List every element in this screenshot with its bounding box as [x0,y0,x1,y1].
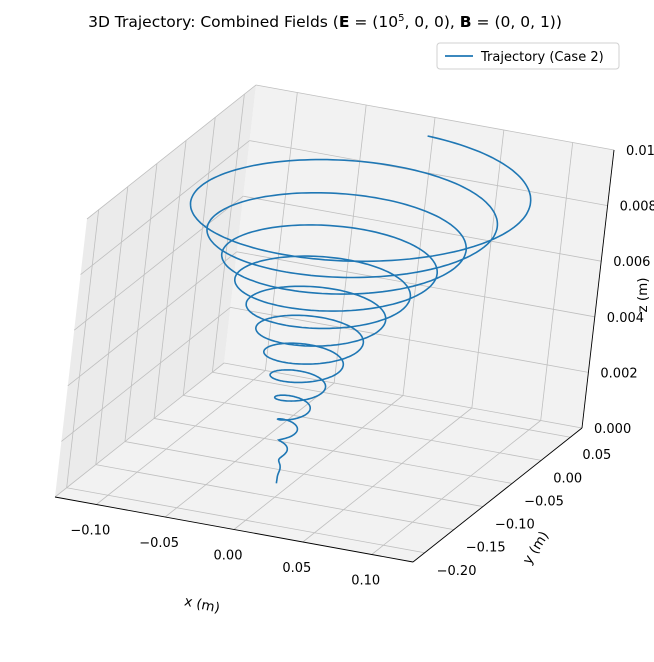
z-tick-labels: 0.000 0.002 0.004 0.006 0.008 0.010 [594,144,654,437]
grid-line-y [124,441,484,507]
grid-line-y [153,418,513,484]
grid-line-z [255,84,615,151]
grid-line-z [67,251,238,387]
grid-lines [54,84,615,555]
grid-line-y [124,163,158,442]
x-tick-label: −0.05 [139,536,179,551]
z-tick-label: 0.004 [607,311,644,326]
z-tick-label: 0.008 [620,200,654,215]
legend-label: Trajectory (Case 2) [480,50,604,65]
grid-line-z [243,195,602,262]
y-axis-line [412,427,583,563]
grid-line-z [230,307,589,373]
grid-line-x [471,129,505,409]
y-tick-label: 0.00 [553,471,582,486]
grid-line-x [96,370,266,505]
grid-line-y [66,487,425,554]
y-tick-label: −0.20 [437,564,477,579]
axes [54,149,615,563]
y-tick-label: 0.05 [582,448,611,463]
left-pane [55,85,256,497]
x-tick-label: 0.00 [214,549,243,564]
y-axis-label: y (m) [520,529,553,568]
grid-line-x [371,420,541,555]
grid-line-y [95,186,129,465]
grid-line-y [211,94,245,373]
grid-line-y [182,117,216,396]
x-tick-label: 0.10 [351,574,380,589]
grid-line-x [302,407,473,543]
y-tick-labels: 0.05 0.00 −0.05 −0.10 −0.15 −0.20 [437,448,612,579]
grid-line-z [86,84,257,220]
y-tick-label: −0.05 [524,494,564,509]
y-tick-label: −0.15 [466,541,506,556]
grid-line-z [236,251,595,318]
x-tick-label: 0.05 [282,561,311,576]
z-tick-label: 0.006 [613,255,650,270]
grid-line-x [402,117,436,396]
grid-line-y [95,464,454,531]
x-axis-label: x (m) [183,593,222,616]
series-line-trajectory-case-2 [189,135,532,484]
grid-line-z [223,362,583,429]
x-tick-labels: −0.10 −0.05 0.00 0.05 0.10 [70,524,380,589]
z-tick-label: 0.002 [600,366,637,381]
x-tick-label: −0.10 [70,524,110,539]
z-axis-label: z (m) [635,277,651,312]
grid-line-x [233,395,404,530]
grid-line-x [164,382,335,518]
grid-line-z [73,195,244,331]
grid-line-x [333,104,367,384]
grid-line-y [183,394,542,461]
z-axis-line [581,149,615,429]
legend-frame [436,42,620,70]
z-tick-label: 0.000 [594,422,631,437]
grid-line-y [153,140,187,419]
grid-line-y [212,371,571,438]
grid-line-z [80,140,250,275]
grid-line-x [264,92,298,371]
grid-line-z [61,307,231,442]
z-tick-label: 0.010 [626,144,654,159]
chart-title: 3D Trajectory: Combined Fields (E = (105… [88,13,562,31]
grid-line-y [66,209,100,488]
legend: Trajectory (Case 2) [436,42,620,70]
x-axis-line [54,496,414,563]
grid-line-z [54,362,225,498]
grid-line-x [540,142,574,421]
y-tick-label: −0.10 [495,518,535,533]
